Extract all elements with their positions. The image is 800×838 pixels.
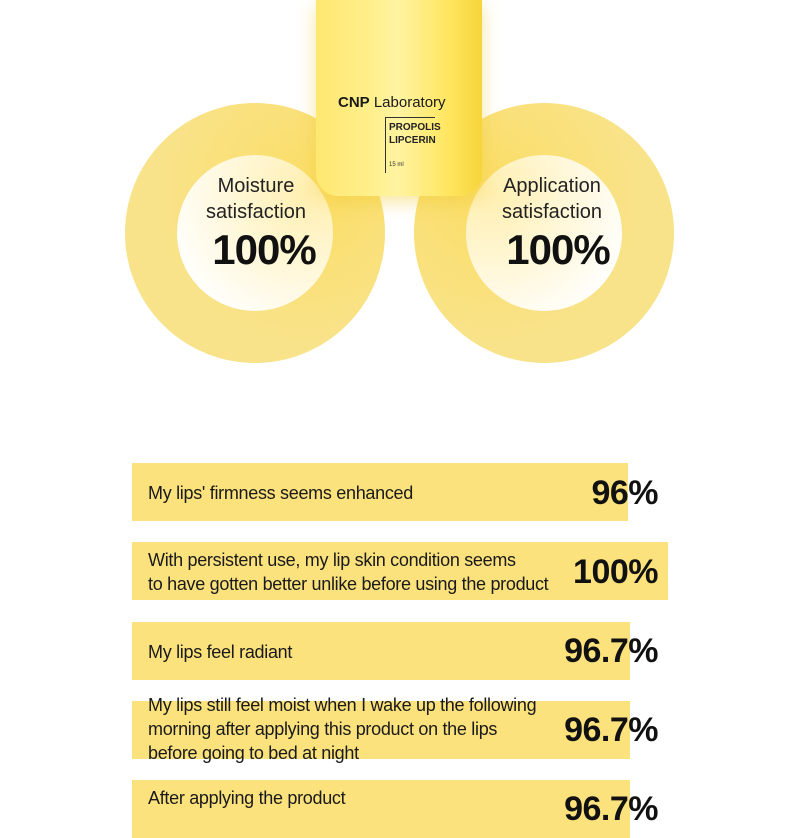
product-volume: 15 ml: [389, 162, 404, 168]
survey-percentage: 96.7%: [564, 711, 658, 749]
survey-percentage: 100%: [573, 553, 658, 591]
moisture-stat-label: Moisture satisfaction: [205, 175, 307, 223]
survey-percentage: 96%: [591, 474, 658, 512]
product-name: PROPOLIS LIPCERIN: [389, 122, 441, 146]
label-divider: [385, 117, 435, 118]
survey-percentage: 96.7%: [564, 632, 658, 670]
survey-bar: [132, 701, 630, 759]
survey-statement: With persistent use, my lip skin conditi…: [148, 550, 549, 594]
survey-statement: After applying the product: [148, 788, 346, 808]
application-stat-value: 100%: [506, 226, 610, 273]
product-brand: CNP Laboratory: [338, 94, 446, 111]
moisture-stat-value: 100%: [212, 226, 316, 273]
survey-statement: My lips still feel moist when I wake up …: [148, 695, 537, 763]
survey-statement: My lips feel radiant: [148, 642, 293, 662]
label-divider: [385, 117, 386, 173]
survey-statement: My lips' firmness seems enhanced: [148, 483, 413, 503]
application-stat-label: Application satisfaction: [501, 175, 603, 223]
survey-percentage: 96.7%: [564, 790, 658, 828]
product-tube-image: [316, 0, 482, 196]
survey-bar: [132, 542, 668, 600]
survey-bar: [132, 622, 630, 680]
survey-bar: [132, 463, 628, 521]
